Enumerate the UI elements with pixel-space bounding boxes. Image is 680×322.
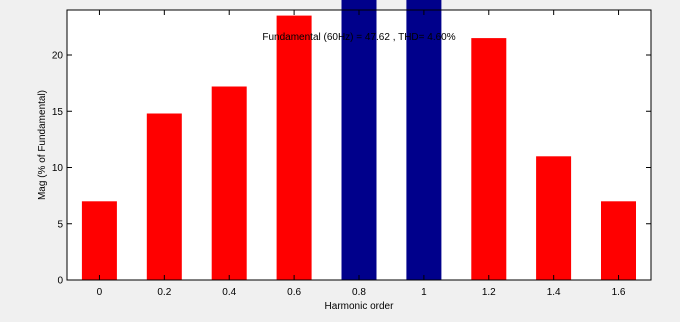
bar-0: [81, 201, 117, 281]
bars-group: [81, 0, 636, 281]
bar-0.8: [341, 0, 377, 280]
x-tick-label: 0: [97, 287, 103, 298]
bar-1.6: [601, 201, 636, 281]
x-tick-label: 1.4: [547, 287, 561, 298]
x-tick-label: 0.6: [287, 287, 301, 298]
bar-1.4: [536, 156, 572, 281]
ticks-group: 0 0.2 0.4 0.6 0.8 1 1.2 1.4 1.6 0 5 10 15 20: [52, 10, 651, 298]
y-tick-label: 5: [57, 219, 63, 230]
bar-1: [406, 0, 442, 280]
chart-title: Fundamental (60Hz) = 47.62 , THD= 4.60%: [262, 32, 455, 43]
y-tick-label: 0: [57, 276, 63, 287]
x-tick-label: 0.2: [157, 287, 171, 298]
y-tick-label: 10: [52, 163, 64, 174]
bar-1.2: [471, 38, 507, 280]
x-tick-label: 1.6: [612, 287, 626, 298]
bar-0.6: [276, 15, 312, 280]
x-axis-label: Harmonic order: [325, 301, 395, 312]
y-tick-label: 20: [52, 51, 64, 62]
y-axis-label: Mag (% of Fundamental): [37, 90, 48, 200]
bar-0.2: [146, 113, 182, 280]
x-tick-label: 0.8: [352, 287, 366, 298]
y-tick-label: 15: [52, 107, 64, 118]
x-tick-label: 1.2: [482, 287, 496, 298]
x-tick-label: 0.4: [222, 287, 236, 298]
bar-0.4: [211, 86, 247, 280]
x-tick-label: 1: [421, 287, 427, 298]
